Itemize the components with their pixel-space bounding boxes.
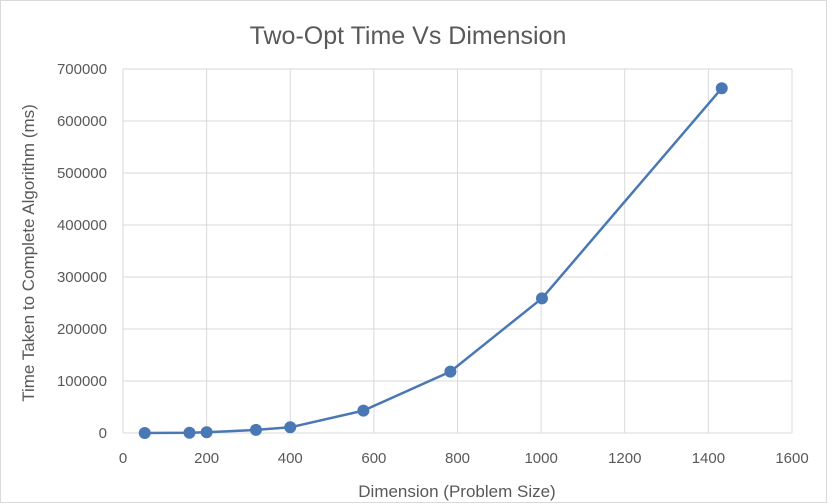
x-tick-label: 600 — [361, 450, 386, 467]
data-point — [444, 365, 457, 378]
x-tick-label: 0 — [119, 450, 127, 467]
data-point — [535, 292, 548, 305]
y-tick-label: 200000 — [57, 321, 107, 338]
data-point — [183, 426, 196, 439]
data-point — [249, 423, 262, 436]
y-tick-label: 700000 — [57, 61, 107, 78]
x-tick-label: 1600 — [775, 450, 808, 467]
y-tick-label: 300000 — [57, 269, 107, 286]
x-axis-label: Dimension (Problem Size) — [358, 482, 555, 501]
x-tick-label: 1200 — [608, 450, 641, 467]
y-tick-label: 400000 — [57, 217, 107, 234]
data-point — [357, 404, 370, 417]
series — [138, 82, 728, 439]
y-axis-label: Time Taken to Complete Algorithm (ms) — [19, 104, 38, 402]
tick-labels: 0 200 400 600 800 1000 1200 1400 1600 0 100000 2000… — [57, 61, 809, 467]
y-tick-label: 100000 — [57, 373, 107, 390]
data-point — [138, 427, 151, 439]
data-point — [284, 421, 297, 434]
chart-title: Two-Opt Time Vs Dimension — [250, 22, 567, 50]
y-tick-label: 500000 — [57, 165, 107, 182]
x-tick-label: 800 — [445, 450, 470, 467]
x-tick-label: 400 — [278, 450, 303, 467]
y-tick-label: 600000 — [57, 113, 107, 130]
y-tick-label: 0 — [99, 425, 107, 442]
data-point — [715, 82, 728, 95]
data-point — [200, 426, 213, 439]
x-tick-label: 200 — [194, 450, 219, 467]
gridlines — [122, 68, 793, 434]
x-tick-label: 1000 — [524, 450, 557, 467]
x-tick-label: 1400 — [692, 450, 725, 467]
